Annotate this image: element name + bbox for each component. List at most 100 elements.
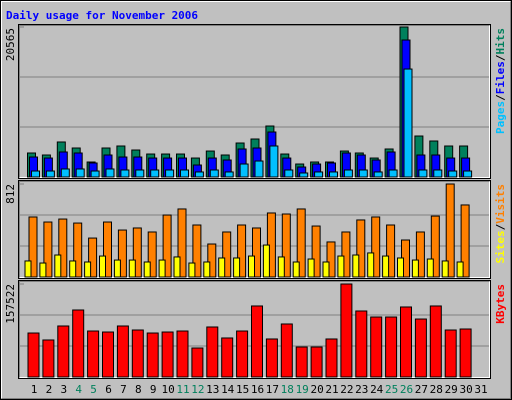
bar (105, 168, 115, 178)
bar (329, 171, 338, 178)
bar (176, 330, 189, 378)
legend-entry: Visits (494, 184, 507, 224)
plot-bevel (19, 281, 490, 378)
bar (103, 221, 112, 278)
x-tick-label: 13 (206, 383, 219, 396)
bar (367, 252, 375, 278)
bar (75, 168, 85, 178)
bar (277, 256, 285, 278)
bar (441, 260, 449, 278)
bar (385, 316, 398, 378)
x-tick-label: 7 (120, 383, 127, 396)
bar (448, 170, 458, 178)
bar (42, 339, 55, 378)
bar (356, 219, 366, 278)
bar (117, 229, 127, 278)
bar (326, 241, 336, 278)
bar (251, 305, 263, 378)
bar (207, 243, 217, 278)
bar (292, 261, 300, 278)
bar (415, 231, 425, 278)
bar (310, 346, 323, 378)
bar (150, 169, 160, 178)
bar (161, 331, 174, 378)
bar (120, 169, 130, 178)
bar (192, 224, 202, 278)
bar (463, 170, 473, 178)
legend-entry: Pages (494, 101, 507, 134)
bar (28, 216, 38, 278)
chart-title: Daily usage for November 2006 (6, 9, 198, 22)
legend-separator: / (494, 54, 507, 61)
bar (280, 323, 293, 378)
bar (57, 325, 70, 378)
bar (73, 222, 83, 278)
legend-entry: Hits (494, 28, 507, 55)
x-tick-label: 30 (459, 383, 472, 396)
bar (371, 216, 381, 278)
bar (135, 169, 145, 178)
bar (43, 221, 53, 278)
bar (143, 261, 151, 278)
y-tick-label: 812 (4, 184, 17, 204)
bar (239, 163, 249, 178)
bar (165, 169, 175, 178)
x-tick-label: 28 (430, 383, 443, 396)
bar (460, 204, 470, 278)
bar (99, 255, 106, 278)
x-tick-label: 10 (161, 383, 174, 396)
bar (113, 259, 121, 278)
bar (296, 208, 306, 278)
bar (340, 283, 353, 378)
legend: Pages/Files/Hits (494, 28, 507, 134)
bar (325, 338, 338, 378)
bar (403, 68, 413, 178)
bar (252, 227, 261, 278)
legend-entry: KBytes (494, 284, 507, 324)
x-tick-label: 1 (31, 383, 38, 396)
bar (456, 261, 464, 278)
bar (269, 145, 279, 178)
bar (180, 169, 189, 178)
bar (373, 171, 383, 178)
bar (429, 305, 442, 378)
x-tick-label: 4 (75, 383, 82, 396)
bar (237, 224, 247, 278)
bar (433, 169, 443, 178)
bar (295, 346, 308, 378)
bar (299, 172, 309, 178)
x-tick-label: 15 (236, 383, 249, 396)
x-tick-label: 19 (296, 383, 309, 396)
bar (191, 347, 204, 378)
x-tick-label: 9 (150, 383, 157, 396)
bar (224, 171, 234, 178)
x-tick-label: 8 (135, 383, 142, 396)
bar (254, 160, 264, 178)
bar (388, 169, 398, 178)
bar (84, 261, 92, 278)
bar (69, 260, 77, 278)
bar (386, 224, 396, 278)
bar (355, 310, 368, 378)
bar (307, 258, 315, 278)
bar (132, 227, 142, 278)
bar (426, 258, 434, 278)
x-tick-label: 20 (310, 383, 323, 396)
x-tick-label: 14 (221, 383, 235, 396)
bar (370, 316, 383, 378)
bar (72, 309, 85, 378)
bar (311, 225, 321, 278)
bar (88, 237, 98, 278)
bar (131, 329, 144, 378)
bar (233, 257, 241, 278)
bar (102, 331, 114, 378)
x-tick-label: 16 (251, 383, 264, 396)
bar (343, 169, 353, 178)
y-tick-label: 20565 (4, 28, 17, 61)
bar (281, 213, 291, 278)
bar (158, 259, 166, 278)
bar (90, 170, 100, 178)
